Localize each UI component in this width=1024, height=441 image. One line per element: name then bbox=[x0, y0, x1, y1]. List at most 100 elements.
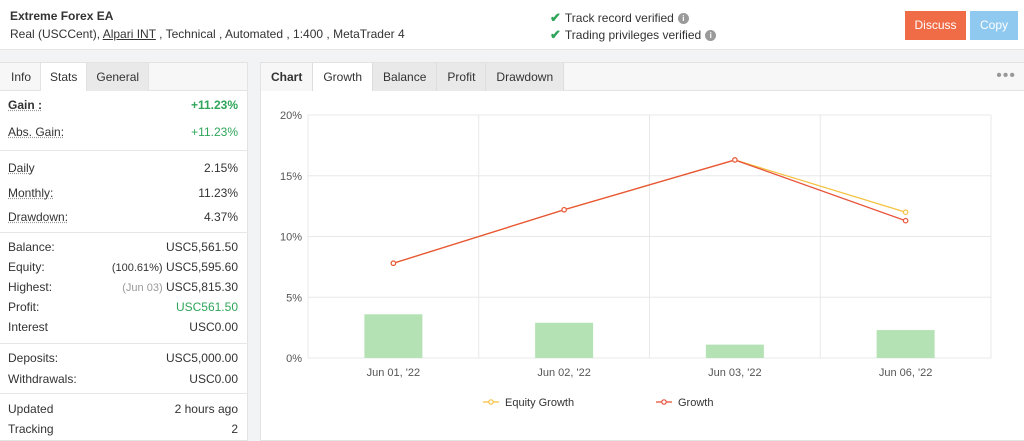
y-tick-label: 15% bbox=[280, 171, 302, 183]
interest-value: USC0.00 bbox=[189, 320, 238, 334]
y-tick-label: 10% bbox=[280, 232, 302, 244]
updated-value: 2 hours ago bbox=[174, 402, 238, 416]
daily-value: 2.15% bbox=[203, 161, 238, 175]
interest-row: Interest USC0.00 bbox=[8, 318, 238, 336]
discuss-button[interactable]: Discuss bbox=[905, 11, 966, 40]
stats-panel: Info Stats General Gain : +11.23% Abs. G… bbox=[0, 62, 248, 441]
bar bbox=[876, 330, 935, 358]
equity-value-wrap: (100.61%) USC5,595.60 bbox=[112, 260, 238, 274]
y-tick-label: 0% bbox=[286, 353, 302, 365]
legend-label: Growth bbox=[678, 397, 713, 409]
withdrawals-value: USC0.00 bbox=[189, 372, 238, 386]
daily-row: Daily 2.15% bbox=[8, 159, 238, 177]
monthly-row: Monthly: 11.23% bbox=[8, 184, 238, 202]
tracking-value[interactable]: 2 bbox=[231, 422, 238, 436]
abs-gain-label[interactable]: Abs. Gain: bbox=[8, 125, 65, 139]
data-point bbox=[902, 217, 909, 224]
gain-row: Gain : +11.23% bbox=[8, 96, 238, 114]
divider bbox=[0, 343, 248, 344]
copy-button[interactable]: Copy bbox=[970, 11, 1018, 40]
divider bbox=[0, 393, 248, 394]
highest-row: Highest: (Jun 03) USC5,815.30 bbox=[8, 278, 238, 296]
x-tick-label: Jun 03, '22 bbox=[708, 367, 761, 379]
gain-label[interactable]: Gain : bbox=[8, 98, 43, 112]
system-details: , Technical , Automated , 1:400 , MetaTr… bbox=[155, 27, 405, 41]
divider bbox=[0, 232, 248, 233]
legend-marker bbox=[661, 399, 667, 405]
tab-general[interactable]: General bbox=[87, 63, 150, 91]
data-point bbox=[902, 209, 909, 216]
tab-chart: Chart bbox=[261, 63, 314, 91]
bar bbox=[705, 344, 764, 358]
tab-balance[interactable]: Balance bbox=[373, 63, 438, 91]
track-record-verified: ✔ Track record verified i bbox=[550, 10, 689, 26]
drawdown-value: 4.37% bbox=[203, 210, 238, 224]
data-point bbox=[561, 206, 567, 213]
series-line bbox=[393, 159, 906, 264]
tab-stats[interactable]: Stats bbox=[41, 63, 88, 91]
deposits-row: Deposits: USC5,000.00 bbox=[8, 349, 238, 367]
system-meta: Real (USCCent), Alpari INT , Technical ,… bbox=[10, 27, 405, 41]
updated-row: Updated 2 hours ago bbox=[8, 400, 238, 418]
profit-value: USC561.50 bbox=[175, 300, 238, 314]
tab-profit[interactable]: Profit bbox=[437, 63, 487, 91]
balance-value: USC5,561.50 bbox=[165, 240, 238, 254]
equity-row: Equity: (100.61%) USC5,595.60 bbox=[8, 258, 238, 276]
chart-panel: Chart Growth Balance Profit Drawdown •••… bbox=[260, 62, 1024, 441]
y-tick-label: 5% bbox=[286, 292, 302, 304]
deposits-label: Deposits: bbox=[8, 351, 59, 365]
more-options-icon[interactable]: ••• bbox=[996, 67, 1016, 84]
equity-value: USC5,595.60 bbox=[165, 260, 238, 274]
info-icon[interactable]: i bbox=[677, 12, 689, 24]
highest-date: (Jun 03) bbox=[122, 282, 163, 294]
broker-link[interactable]: Alpari INT bbox=[102, 27, 156, 41]
equity-label: Equity: bbox=[8, 260, 45, 274]
x-tick-label: Jun 02, '22 bbox=[537, 367, 590, 379]
abs-gain-value: +11.23% bbox=[191, 125, 238, 139]
track-record-label: Track record verified bbox=[564, 11, 674, 25]
highest-label: Highest: bbox=[8, 280, 53, 294]
updated-label: Updated bbox=[8, 402, 54, 416]
account-type: Real (USCCent), bbox=[10, 27, 103, 41]
trading-privileges-label: Trading privileges verified bbox=[564, 28, 702, 42]
x-tick-label: Jun 06, '22 bbox=[879, 367, 932, 379]
y-tick-label: 20% bbox=[280, 110, 302, 122]
trading-privileges-verified: ✔ Trading privileges verified i bbox=[550, 27, 717, 43]
data-point bbox=[390, 260, 397, 267]
deposits-value: USC5,000.00 bbox=[165, 351, 238, 365]
system-header: Extreme Forex EA Real (USCCent), Alpari … bbox=[0, 0, 1024, 50]
bar bbox=[364, 314, 423, 358]
growth-chart: 20% 15% 10% 5% 0% Jun 01, '22 Jun 02, '22 Jun 0… bbox=[280, 110, 992, 409]
tab-growth[interactable]: Growth bbox=[313, 63, 374, 91]
drawdown-row: Drawdown: 4.37% bbox=[8, 208, 238, 226]
tracking-label: Tracking bbox=[8, 422, 54, 436]
monthly-value: 11.23% bbox=[198, 186, 238, 200]
data-point bbox=[732, 157, 738, 163]
chart-tabs: Chart Growth Balance Profit Drawdown bbox=[261, 63, 1024, 91]
balance-row: Balance: USC5,561.50 bbox=[8, 238, 238, 256]
tab-info[interactable]: Info bbox=[2, 63, 42, 91]
divider bbox=[0, 150, 248, 151]
drawdown-label[interactable]: Drawdown: bbox=[8, 210, 69, 224]
check-icon: ✔ bbox=[550, 10, 561, 25]
tab-drawdown[interactable]: Drawdown bbox=[486, 63, 565, 91]
highest-value-wrap: (Jun 03) USC5,815.30 bbox=[122, 280, 238, 294]
bar bbox=[535, 322, 594, 358]
stats-tabs: Info Stats General bbox=[0, 63, 247, 91]
balance-label: Balance: bbox=[8, 240, 55, 254]
monthly-label[interactable]: Monthly: bbox=[8, 186, 54, 200]
legend-label: Equity Growth bbox=[505, 397, 574, 409]
legend-marker bbox=[488, 399, 494, 405]
daily-label[interactable]: Daily bbox=[8, 161, 35, 175]
tracking-row: Tracking 2 bbox=[8, 420, 238, 438]
withdrawals-row: Withdrawals: USC0.00 bbox=[8, 370, 238, 388]
gain-value: +11.23% bbox=[190, 98, 238, 112]
system-title: Extreme Forex EA bbox=[10, 9, 114, 23]
info-icon[interactable]: i bbox=[705, 29, 717, 41]
check-icon: ✔ bbox=[550, 27, 561, 42]
abs-gain-row: Abs. Gain: +11.23% bbox=[8, 123, 238, 141]
x-tick-label: Jun 01, '22 bbox=[367, 367, 420, 379]
profit-row: Profit: USC561.50 bbox=[8, 298, 238, 316]
interest-label: Interest bbox=[8, 320, 49, 334]
withdrawals-label: Withdrawals: bbox=[8, 372, 77, 386]
